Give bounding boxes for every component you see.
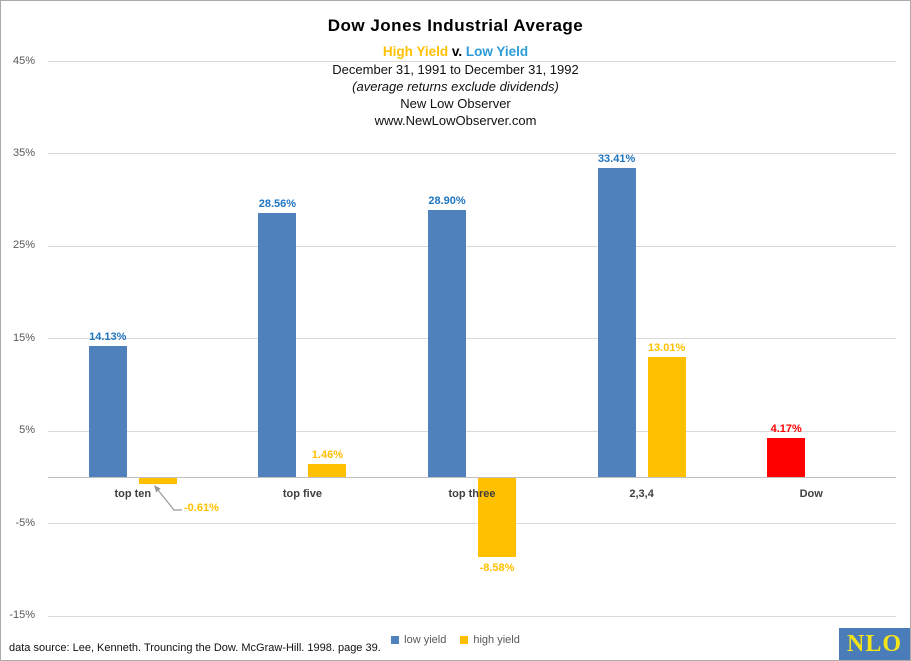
grid-line — [48, 338, 896, 340]
grid-line — [48, 61, 896, 62]
bar-low-yield-top-three — [428, 209, 466, 477]
bar-value-label: 28.90% — [428, 194, 466, 207]
bar-high-yield-2-3-4 — [647, 356, 686, 477]
y-tick-label: -5% — [15, 516, 35, 529]
bar-value-label: 1.46% — [311, 448, 343, 461]
y-tick-label: 25% — [12, 239, 35, 252]
chart-org-name: New Low Observer — [400, 96, 511, 111]
bar-value-label: 28.56% — [258, 197, 297, 210]
chart-note: (average returns exclude dividends) — [352, 79, 559, 94]
grid-line — [48, 523, 896, 525]
grid-line — [48, 153, 896, 155]
y-tick-label: 45% — [12, 54, 35, 67]
subtitle-high-yield: High Yield — [382, 44, 449, 59]
bar-high-yield-top-five — [308, 463, 347, 477]
callout-arrow — [154, 485, 182, 511]
grid-line — [48, 430, 896, 432]
bar-low-yield-2-3-4 — [597, 168, 636, 477]
bar-high-yield-top-ten — [138, 478, 177, 484]
grid-line — [48, 245, 896, 247]
bar-value-label: 13.01% — [647, 341, 686, 354]
legend-swatch-low-yield — [391, 636, 400, 644]
y-tick-label: 35% — [12, 146, 35, 159]
bar-low-yield-top-ten — [88, 346, 127, 477]
grid-line — [48, 615, 896, 617]
chart-date-range: December 31, 1991 to December 31, 1992 — [332, 62, 579, 77]
category-label-dow: Dow — [799, 488, 823, 500]
x-axis-line — [48, 477, 896, 478]
category-label-2-3-4: 2,3,4 — [629, 488, 654, 500]
y-tick-label: 5% — [19, 424, 35, 437]
y-tick-label: 15% — [12, 331, 35, 344]
bar-low-yield-top-five — [258, 212, 297, 477]
legend-label-high-yield: high yield — [473, 634, 520, 646]
bar-value-label: 14.13% — [89, 331, 127, 344]
chart-legend: low yield high yield — [1, 634, 910, 646]
category-label-top-five: top five — [282, 488, 322, 500]
subtitle-vs: v. — [451, 44, 463, 59]
bar-dow-dow — [767, 438, 806, 477]
category-label-top-three: top three — [448, 488, 496, 500]
legend-item-high-yield: high yield — [460, 634, 520, 646]
legend-label-low-yield: low yield — [404, 634, 447, 646]
category-label-top-ten: top ten — [114, 488, 152, 500]
legend-swatch-high-yield — [460, 636, 469, 644]
bar-value-label: 33.41% — [597, 153, 636, 166]
bar-value-label: 4.17% — [770, 423, 802, 436]
y-tick-label: -15% — [9, 609, 35, 622]
subtitle-low-yield: Low Yield — [465, 44, 529, 59]
legend-item-low-yield: low yield — [391, 634, 446, 646]
bar-high-yield-top-three — [478, 478, 516, 558]
chart-url: www.NewLowObserver.com — [374, 113, 537, 128]
data-source-note: data source: Lee, Kenneth. Trouncing the… — [9, 642, 381, 654]
callout-value-label: -0.61% — [184, 502, 219, 514]
chart-subtitle: High Yield v. Low Yield — [1, 44, 910, 59]
chart-title: Dow Jones Industrial Average — [327, 16, 584, 35]
bar-value-label: -8.58% — [479, 562, 515, 575]
nlo-logo: NLO — [839, 628, 910, 660]
